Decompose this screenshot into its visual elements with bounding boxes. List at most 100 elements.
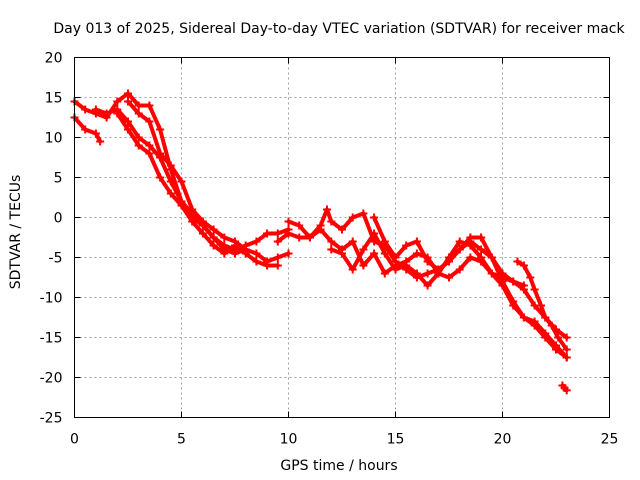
y-tick-label: 15 — [45, 91, 63, 107]
data-point — [370, 249, 379, 258]
data-point — [402, 241, 411, 250]
data-point — [541, 313, 550, 322]
data-point — [380, 237, 389, 246]
data-point — [412, 269, 421, 278]
data-point — [252, 249, 261, 258]
data-point — [423, 257, 432, 266]
data-point — [391, 265, 400, 274]
y-tick-label: 5 — [54, 171, 63, 187]
grid — [74, 57, 610, 418]
data-point — [477, 233, 486, 242]
x-tick-label: 25 — [601, 432, 619, 448]
data-point — [156, 125, 165, 134]
data-point — [519, 285, 528, 294]
data-point — [455, 237, 464, 246]
data-point — [166, 161, 175, 170]
data-point — [198, 229, 207, 238]
data-point — [455, 265, 464, 274]
data-point — [177, 177, 186, 186]
data-point — [231, 249, 239, 258]
data-point — [402, 261, 411, 270]
data-point — [166, 189, 175, 198]
axis-ticks — [74, 57, 610, 418]
data-point — [359, 245, 368, 254]
data-point — [134, 109, 143, 118]
series-track-11 — [513, 257, 571, 354]
data-point — [124, 89, 132, 98]
data-point — [209, 225, 218, 234]
data-point — [552, 345, 560, 354]
data-point — [145, 149, 154, 158]
data-point — [562, 345, 571, 354]
series-line — [329, 231, 569, 360]
data-point — [380, 269, 389, 278]
data-point — [91, 105, 100, 114]
data-point — [220, 233, 229, 242]
data-point — [348, 265, 357, 274]
data-point — [327, 237, 336, 246]
data-point — [391, 253, 400, 262]
data-point — [273, 229, 282, 238]
chart-title: Day 013 of 2025, Sidereal Day-to-day VTE… — [53, 21, 625, 37]
data-point — [519, 313, 528, 322]
series-track-10 — [466, 233, 571, 362]
data-point — [91, 129, 100, 138]
y-tick-label: 0 — [54, 211, 63, 227]
data-point — [295, 221, 304, 230]
data-point — [380, 249, 389, 258]
series-line — [126, 99, 248, 252]
data-point — [498, 277, 507, 286]
data-point — [81, 125, 90, 134]
series-track-3 — [91, 105, 293, 266]
data-point — [562, 333, 571, 342]
data-point — [445, 257, 453, 266]
y-tick-label: 10 — [45, 131, 63, 147]
data-point — [305, 233, 314, 242]
data-point — [124, 117, 132, 126]
data-point — [145, 141, 154, 150]
data-point — [209, 241, 218, 250]
data-point — [541, 333, 550, 342]
data-point — [513, 257, 522, 266]
data-point — [526, 273, 535, 282]
data-point — [530, 285, 539, 294]
data-point — [434, 265, 443, 274]
data-point — [466, 253, 475, 262]
data-point — [348, 237, 357, 246]
data-point — [295, 233, 304, 242]
data-point — [466, 233, 475, 242]
data-point — [477, 253, 486, 262]
data-point — [487, 253, 496, 262]
data-point — [359, 209, 368, 218]
y-tick-label: 20 — [45, 51, 63, 67]
data-point — [113, 97, 122, 106]
data-point — [252, 237, 261, 246]
data-series — [70, 89, 571, 395]
data-point — [316, 225, 325, 234]
series-line — [468, 235, 569, 360]
data-point — [412, 249, 421, 258]
data-point — [81, 105, 90, 114]
series-track-2 — [70, 113, 105, 146]
data-point — [412, 237, 421, 246]
data-point — [423, 269, 432, 278]
data-point — [554, 333, 563, 342]
data-point — [156, 149, 165, 158]
data-point — [113, 109, 122, 118]
data-point — [156, 173, 165, 182]
y-axis-label: SDTVAR / TECUs — [8, 175, 24, 290]
data-point — [547, 321, 556, 330]
data-point — [509, 297, 518, 306]
data-point — [231, 237, 239, 246]
y-tick-label: -20 — [40, 371, 63, 387]
data-point — [487, 269, 496, 278]
data-point — [327, 217, 336, 226]
series-track-9 — [370, 213, 571, 342]
data-point — [188, 217, 197, 226]
data-point — [477, 245, 486, 254]
data-point — [284, 229, 293, 238]
data-point — [284, 249, 293, 258]
data-point — [273, 253, 282, 262]
data-point — [530, 321, 539, 330]
